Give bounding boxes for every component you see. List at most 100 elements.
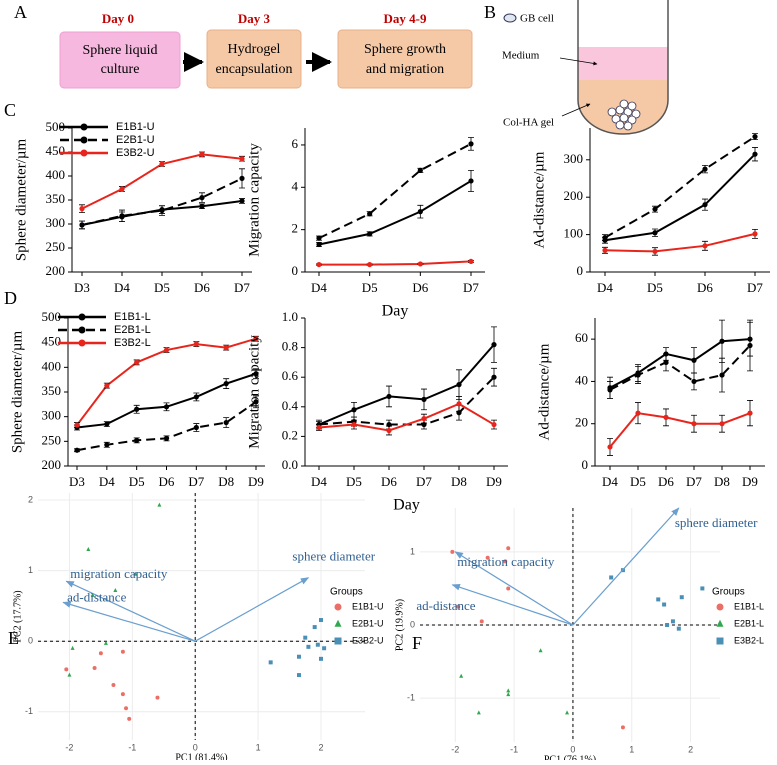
panel-label: F xyxy=(412,633,422,653)
point xyxy=(199,203,205,209)
y-tick-label: 500 xyxy=(46,119,66,134)
point xyxy=(103,640,108,645)
step-label: Sphere growth xyxy=(364,42,446,57)
x-tick-label: D4 xyxy=(99,474,115,489)
x-axis-label: PC1 (76.1%) xyxy=(544,754,596,760)
point xyxy=(702,243,708,249)
point xyxy=(652,230,658,236)
point xyxy=(316,235,322,241)
point xyxy=(296,654,301,659)
y-tick-label: 200 xyxy=(564,188,584,203)
y-tick-label: 0.6 xyxy=(282,368,299,383)
step-label: culture xyxy=(101,62,140,77)
point xyxy=(468,178,474,184)
point xyxy=(86,547,91,552)
y-tick-label: 40 xyxy=(575,372,588,387)
point xyxy=(691,421,697,427)
point xyxy=(111,682,116,687)
point xyxy=(163,404,170,410)
cell-icon xyxy=(503,13,517,23)
point xyxy=(268,660,273,665)
x-tick-label: D5 xyxy=(346,474,362,489)
legend-label: E3B2-L xyxy=(114,337,151,349)
legend-marker xyxy=(78,326,86,334)
point xyxy=(318,656,323,661)
x-tick-label: D7 xyxy=(463,280,479,295)
panel-label: C xyxy=(4,100,16,120)
series-line xyxy=(609,412,751,448)
panel-label: A xyxy=(14,2,27,22)
point xyxy=(163,435,170,441)
legend-label: E3B2-U xyxy=(116,147,155,159)
x-tick-label: 0 xyxy=(570,744,575,754)
legend-marker xyxy=(716,603,724,611)
loading-label: ad-distance xyxy=(416,598,475,613)
legend-label: E1B1-U xyxy=(116,121,155,133)
point xyxy=(134,406,140,412)
point xyxy=(159,161,165,167)
point xyxy=(119,213,125,219)
loading-label: sphere diameter xyxy=(675,515,758,530)
x-tick-label: D9 xyxy=(248,474,264,489)
x-tick-label: 0 xyxy=(193,742,198,752)
point xyxy=(239,156,245,162)
y-tick-label: 20 xyxy=(575,415,588,430)
loading-label: migration capacity xyxy=(70,566,168,581)
point xyxy=(74,447,80,453)
series-line xyxy=(81,177,243,226)
y-tick-label: 6 xyxy=(292,136,299,151)
point xyxy=(155,695,160,700)
y-tick-label: 0.4 xyxy=(282,398,299,413)
point xyxy=(90,592,95,597)
x-tick-label: D4 xyxy=(311,474,327,489)
legend-label: E2B1-L xyxy=(734,618,764,628)
point xyxy=(752,134,758,140)
x-tick-label: D6 xyxy=(658,474,674,489)
x-tick-label: D4 xyxy=(311,280,327,295)
point xyxy=(665,623,670,627)
point xyxy=(752,151,758,157)
point xyxy=(652,248,658,255)
point xyxy=(316,424,322,431)
sphere xyxy=(607,99,641,131)
point xyxy=(67,672,72,677)
point xyxy=(223,381,229,387)
point xyxy=(450,549,455,554)
legend-label: E1B1-L xyxy=(734,601,764,611)
point xyxy=(193,394,199,400)
pointer xyxy=(561,103,591,117)
point xyxy=(64,667,69,672)
point xyxy=(417,167,423,173)
point xyxy=(456,401,462,407)
point xyxy=(607,387,613,393)
point xyxy=(635,410,641,416)
point xyxy=(318,618,323,623)
point xyxy=(92,666,97,671)
legend-marker xyxy=(716,619,724,627)
point xyxy=(104,421,110,427)
panel-label: B xyxy=(484,2,496,22)
point xyxy=(133,571,138,576)
y-tick-label: 200 xyxy=(46,263,66,278)
step-label: Hydrogel xyxy=(228,42,281,57)
point xyxy=(607,444,613,450)
x-axis-label: Day xyxy=(382,303,409,320)
point xyxy=(506,692,511,697)
point xyxy=(485,555,490,560)
point xyxy=(656,597,661,602)
point xyxy=(351,421,357,428)
legend-marker xyxy=(334,637,342,645)
point xyxy=(456,382,462,388)
step-day: Day 4-9 xyxy=(384,11,427,26)
x-axis-label: Day xyxy=(393,497,420,514)
y-axis-label: Ad-distance/µm xyxy=(536,343,552,440)
x-tick-label: D7 xyxy=(686,474,702,489)
y-tick-label: 100 xyxy=(564,226,584,241)
y-tick-label: 250 xyxy=(46,239,66,254)
y-tick-label: 0 xyxy=(577,263,584,278)
point xyxy=(386,393,392,400)
cell-label: GB cell xyxy=(520,13,554,25)
loading-arrow xyxy=(65,580,196,642)
